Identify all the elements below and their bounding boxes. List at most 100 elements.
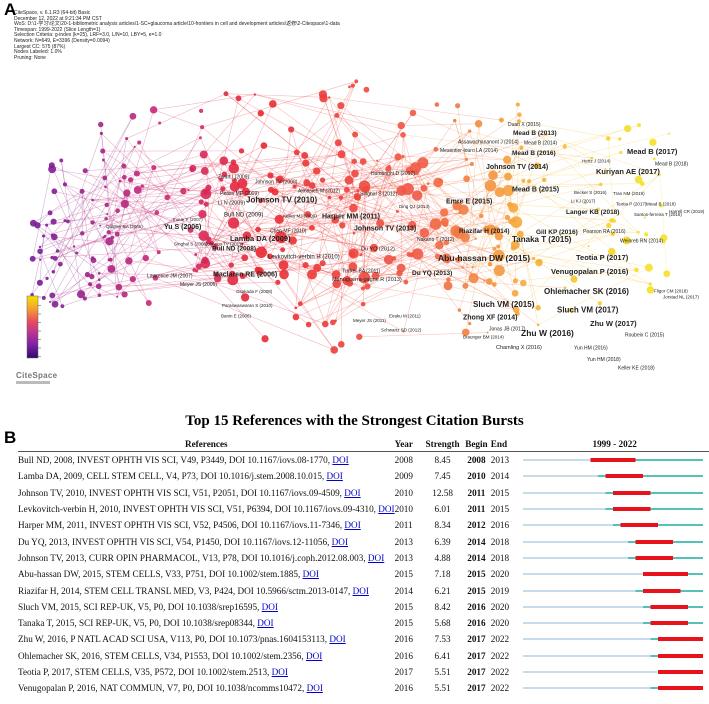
network-node bbox=[304, 211, 311, 218]
network-edge bbox=[119, 180, 189, 191]
doi-link[interactable]: DOI bbox=[344, 520, 361, 531]
network-edge bbox=[509, 204, 599, 210]
network-node bbox=[515, 102, 520, 107]
network-node bbox=[461, 328, 470, 337]
doi-link[interactable]: DOI bbox=[326, 471, 343, 482]
network-edge bbox=[304, 155, 356, 174]
doi-link[interactable]: DOI bbox=[332, 455, 349, 466]
doi-link[interactable]: DOI bbox=[261, 601, 278, 612]
network-edge bbox=[529, 152, 621, 182]
network-edge bbox=[435, 223, 524, 284]
node-label: Mead B (2015) bbox=[512, 186, 559, 193]
network-node bbox=[668, 132, 671, 135]
year-cell-value: 2010 bbox=[394, 504, 413, 515]
begin-cell-value: 2008 bbox=[467, 455, 486, 466]
burst-row: Zhu W, 2016, P NATL ACAD SCI USA, V113, … bbox=[18, 631, 709, 647]
pre-publication-segment bbox=[523, 671, 659, 673]
doi-link[interactable]: DOI bbox=[306, 683, 323, 694]
network-node bbox=[288, 236, 297, 245]
network-node bbox=[534, 162, 541, 169]
doi-link[interactable]: DOI bbox=[329, 634, 346, 645]
network-edge bbox=[290, 129, 337, 284]
network-node bbox=[644, 232, 649, 237]
burst-timeline-cell bbox=[520, 664, 709, 680]
network-edge bbox=[103, 159, 197, 272]
network-node bbox=[487, 261, 493, 267]
network-node bbox=[618, 137, 622, 141]
network-edge bbox=[101, 133, 168, 198]
network-node bbox=[198, 199, 204, 205]
doi-link[interactable]: DOI bbox=[271, 667, 288, 677]
network-node bbox=[491, 282, 497, 287]
burst-row: Venugopalan P, 2016, NAT COMMUN, V7, P0,… bbox=[18, 680, 709, 696]
end-cell: 2019 bbox=[491, 582, 521, 598]
burst-row: Johnson TV, 2010, INVEST OPHTH VIS SCI, … bbox=[18, 485, 709, 501]
network-edge bbox=[126, 138, 246, 298]
network-edge bbox=[322, 149, 436, 181]
node-label: Johnson TV (2011) bbox=[205, 241, 243, 246]
node-label: Langer KB (2018) bbox=[566, 209, 619, 216]
network-edge bbox=[269, 81, 357, 257]
network-edge bbox=[478, 123, 491, 230]
network-node bbox=[293, 149, 300, 156]
cited-segment bbox=[605, 491, 704, 494]
doi-link[interactable]: DOI bbox=[302, 569, 319, 580]
node-label: Meyer JS (2006) bbox=[180, 282, 217, 288]
node-label: Kelley MJ (2009) bbox=[283, 213, 317, 218]
begin-cell: 2016 bbox=[462, 615, 491, 631]
header-strength: Strength bbox=[425, 439, 460, 449]
doi-link[interactable]: DOI bbox=[257, 618, 274, 629]
network-node bbox=[241, 187, 250, 196]
network-node bbox=[51, 188, 58, 195]
network-node bbox=[385, 165, 392, 172]
network-edge bbox=[353, 207, 485, 281]
doi-link[interactable]: DOI bbox=[331, 536, 349, 547]
network-node bbox=[348, 248, 359, 259]
doi-link[interactable]: DOI bbox=[378, 504, 395, 515]
network-node bbox=[274, 231, 287, 244]
end-cell-value: 2020 bbox=[490, 618, 510, 629]
network-edge bbox=[411, 254, 517, 310]
network-edge bbox=[346, 156, 404, 281]
network-edge bbox=[295, 238, 476, 318]
network-edge bbox=[329, 163, 472, 198]
network-node bbox=[433, 146, 439, 152]
network-edge bbox=[92, 190, 184, 201]
doi-link[interactable]: DOI bbox=[305, 650, 323, 661]
metadata-line: Largest CC: 575 (87%) bbox=[14, 43, 66, 50]
network-node bbox=[634, 175, 643, 184]
strength-cell-value: 7.45 bbox=[434, 471, 451, 482]
node-label: Du YQ (2013) bbox=[412, 270, 452, 277]
doi-link[interactable]: DOI bbox=[352, 585, 369, 596]
network-node bbox=[212, 243, 218, 250]
network-edge bbox=[225, 93, 357, 197]
node-label: Inoue Y (2007) bbox=[173, 217, 203, 222]
network-edge bbox=[108, 173, 225, 233]
node-label: Almasieh M (2012) bbox=[298, 188, 340, 194]
network-node bbox=[535, 305, 541, 311]
burst-segment bbox=[650, 604, 689, 609]
network-edge bbox=[205, 193, 283, 251]
network-node bbox=[478, 213, 484, 219]
network-node bbox=[72, 245, 76, 248]
network-edge bbox=[537, 133, 670, 166]
network-edge bbox=[490, 229, 649, 268]
network-node bbox=[269, 100, 277, 108]
network-node bbox=[465, 157, 469, 161]
doi-link[interactable]: DOI bbox=[344, 487, 361, 498]
metadata-line: Pruning: None bbox=[14, 54, 46, 61]
network-node bbox=[376, 159, 379, 162]
network-edge bbox=[497, 217, 508, 247]
node-label: Quigley RA (2006) bbox=[106, 224, 143, 229]
strength-cell: 6.01 bbox=[423, 501, 462, 517]
network-node bbox=[192, 267, 197, 272]
network-node bbox=[429, 218, 442, 230]
network-node bbox=[376, 219, 385, 228]
network-edge bbox=[203, 235, 348, 281]
network-node bbox=[156, 250, 161, 255]
network-node bbox=[133, 186, 142, 194]
begin-cell: 2012 bbox=[462, 517, 491, 533]
node-label: Mead B (2018) bbox=[655, 161, 688, 167]
doi-link[interactable]: DOI bbox=[367, 552, 385, 563]
node-label: Paraswaswaran S (2010) bbox=[222, 303, 273, 308]
